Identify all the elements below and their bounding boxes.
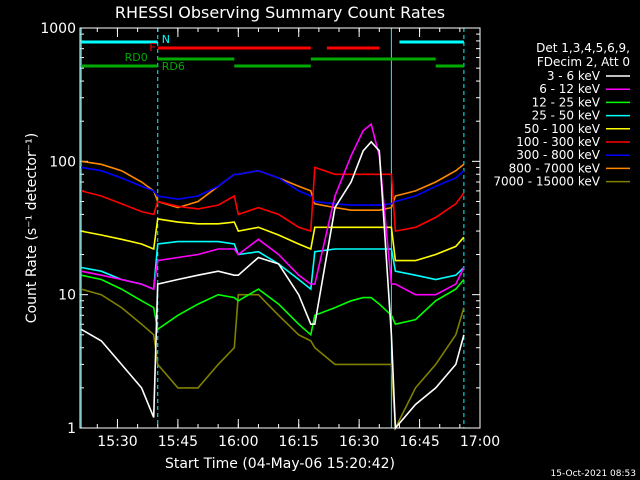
state-label: RD6	[162, 60, 185, 73]
legend-entry: 800 - 7000 keV	[509, 161, 601, 175]
series-line	[81, 274, 465, 337]
legend-header: FDecim 2, Att 0	[537, 55, 630, 69]
y-tick-label: 100	[49, 154, 76, 170]
series-line	[81, 166, 465, 233]
series-line	[81, 217, 465, 262]
timestamp: 15-Oct-2021 08:53	[551, 469, 636, 479]
legend: Det 1,3,4,5,6,9,FDecim 2, Att 03 - 6 keV…	[493, 41, 630, 189]
y-tick-label: 1	[67, 421, 76, 437]
plot-area: 1 10 100 1000 15:30 15:45 16:00 16:15 16:30 16:45…	[40, 21, 500, 450]
y-axis-label: Count Rate (s⁻¹ detector⁻¹)	[24, 133, 40, 323]
x-tick-label: 16:45	[399, 434, 439, 450]
series-line	[81, 122, 465, 296]
legend-entry: 7000 - 15000 keV	[493, 175, 600, 189]
x-tick-label: 17:00	[460, 434, 500, 450]
legend-entry: 100 - 300 keV	[516, 135, 600, 149]
chart-title: RHESSI Observing Summary Count Rates	[115, 3, 445, 22]
y-tick-label: 10	[58, 288, 76, 304]
x-tick-label: 16:00	[218, 434, 258, 450]
legend-entry: 50 - 100 keV	[524, 122, 601, 136]
legend-entry: 3 - 6 keV	[547, 69, 601, 83]
x-axis-label: Start Time (04-May-06 15:20:42)	[165, 456, 395, 472]
state-label: F	[149, 41, 155, 54]
state-label: N	[162, 33, 170, 46]
legend-entry: 6 - 12 keV	[539, 82, 601, 96]
plot-frame	[79, 27, 481, 429]
legend-header: Det 1,3,4,5,6,9,	[536, 41, 630, 55]
series-line	[80, 140, 465, 431]
x-tick-label: 15:45	[158, 434, 198, 450]
state-label: RD0	[125, 51, 148, 64]
x-tick-label: 16:15	[279, 434, 319, 450]
series-line	[81, 160, 465, 211]
legend-entry: 300 - 800 keV	[516, 148, 600, 162]
legend-entry: 25 - 50 keV	[532, 109, 601, 123]
x-tick-label: 15:30	[97, 434, 137, 450]
y-tick-label: 1000	[40, 21, 76, 37]
x-tick-label: 16:30	[339, 434, 379, 450]
legend-entry: 12 - 25 keV	[532, 95, 601, 109]
